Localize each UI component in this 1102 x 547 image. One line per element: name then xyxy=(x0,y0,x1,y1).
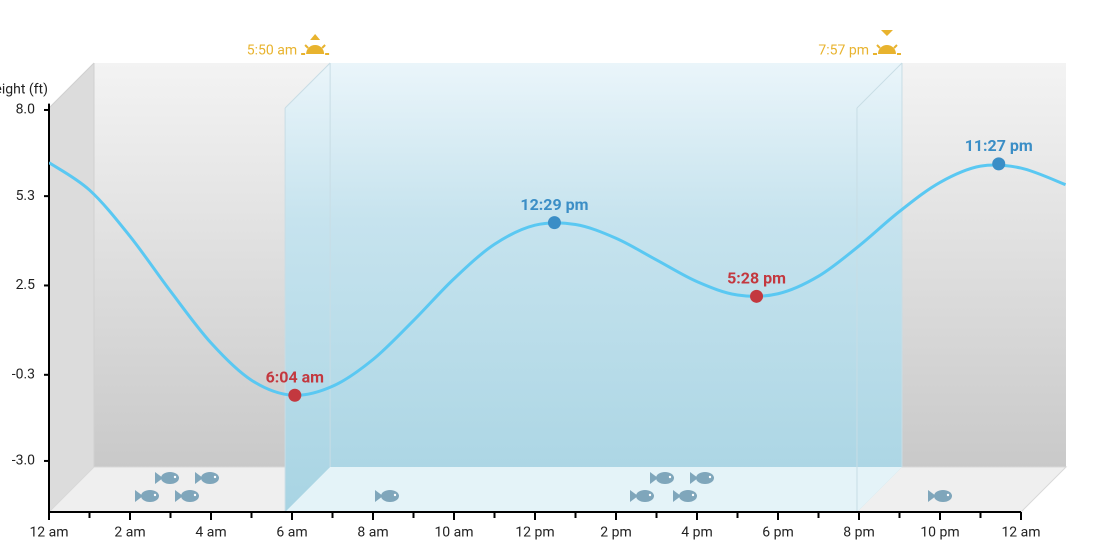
panel-edge xyxy=(856,62,903,109)
daylight xyxy=(285,63,902,512)
fish-tail xyxy=(630,490,638,502)
sun-ray xyxy=(321,44,326,49)
fish-body xyxy=(161,472,179,484)
fish-eye xyxy=(946,493,950,497)
panel-edge xyxy=(48,62,95,109)
foreground: 5:50 am 7:57 pm 8.0 5.3 2.5 -0.3 -3.0 12 am 2 am… xyxy=(12,43,1067,541)
fish-eye xyxy=(213,475,217,479)
y-axis-label: Height (ft) xyxy=(0,82,48,98)
fish-eye xyxy=(668,475,672,479)
fish-icon xyxy=(195,472,219,484)
fish-tail xyxy=(195,472,203,484)
sun-time-label: 5:50 am xyxy=(247,43,297,59)
x-tick-label: 8 am xyxy=(357,525,388,541)
x-tick-label: 8 pm xyxy=(843,525,874,541)
fish-icon xyxy=(630,490,654,502)
panel-edge xyxy=(284,62,331,109)
sun-ray xyxy=(304,44,309,49)
fish-icon xyxy=(135,490,159,502)
daylight-floor xyxy=(285,467,902,512)
fish-icon xyxy=(175,490,199,502)
fish-tail xyxy=(375,490,383,502)
fish-body xyxy=(679,490,697,502)
fish-eye xyxy=(691,493,695,497)
x-tick-label: 12 am xyxy=(1001,525,1040,541)
x-tick-label: 4 pm xyxy=(681,525,712,541)
x-tick-label: 2 pm xyxy=(600,525,631,541)
fish-body xyxy=(656,472,674,484)
x-tick-label: 10 pm xyxy=(920,525,959,541)
fish-icon xyxy=(928,490,952,502)
x-tick-label: 6 pm xyxy=(762,525,793,541)
x-tick-label: 2 am xyxy=(114,525,145,541)
fish-icon xyxy=(650,472,674,484)
x-tick-label: 4 am xyxy=(195,525,226,541)
y-tick-label: -3.0 xyxy=(12,453,35,469)
fish-tail xyxy=(928,490,936,502)
decoration xyxy=(135,30,952,502)
fish-tail xyxy=(135,490,143,502)
fish-tail xyxy=(673,490,681,502)
fish-tail xyxy=(155,472,163,484)
extreme-time-label: 5:28 pm xyxy=(727,269,786,288)
fish-body xyxy=(381,490,399,502)
fish-body xyxy=(181,490,199,502)
fish-icon xyxy=(155,472,179,484)
fish-icon xyxy=(375,490,399,502)
sun-icon xyxy=(306,45,325,54)
fish-body xyxy=(201,472,219,484)
extreme-point xyxy=(750,289,764,303)
extreme-time-label: 6:04 am xyxy=(266,367,324,386)
fish-body xyxy=(636,490,654,502)
fish-eye xyxy=(153,493,157,497)
extreme-time-label: 11:27 pm xyxy=(965,136,1033,155)
extreme-point xyxy=(547,216,561,230)
y-tick-label: 8.0 xyxy=(16,102,36,118)
fish-icon xyxy=(673,490,697,502)
fish-body xyxy=(141,490,159,502)
fish-tail xyxy=(175,490,183,502)
y-tick-label: 2.5 xyxy=(16,277,36,293)
fish-eye xyxy=(393,493,397,497)
left-wall xyxy=(49,63,94,512)
sun-time-label: 7:57 pm xyxy=(818,43,869,59)
sun-arrow xyxy=(880,30,893,36)
sun-arrow xyxy=(310,34,321,40)
sun-ray xyxy=(893,44,898,49)
fish-eye xyxy=(173,475,177,479)
extreme-point xyxy=(288,388,302,402)
fish-tail xyxy=(690,472,698,484)
extreme-point xyxy=(992,157,1006,171)
fish-body xyxy=(696,472,714,484)
x-tick-label: 12 am xyxy=(29,525,68,541)
y-tick-label: 5.3 xyxy=(16,188,35,204)
fish-tail xyxy=(650,472,658,484)
x-tick-label: 10 am xyxy=(434,525,473,541)
fish-body xyxy=(934,490,952,502)
sun-icon xyxy=(877,45,896,54)
x-tick-label: 6 am xyxy=(276,525,307,541)
fish-eye xyxy=(193,493,197,497)
y-tick-label: -0.3 xyxy=(12,367,35,383)
fish-icon xyxy=(690,472,714,484)
sun-ray xyxy=(876,44,881,49)
background xyxy=(47,62,1068,513)
extreme-time-label: 12:29 pm xyxy=(520,195,588,214)
fish-eye xyxy=(648,493,652,497)
fish-eye xyxy=(708,475,712,479)
x-tick-label: 12 pm xyxy=(515,525,554,541)
